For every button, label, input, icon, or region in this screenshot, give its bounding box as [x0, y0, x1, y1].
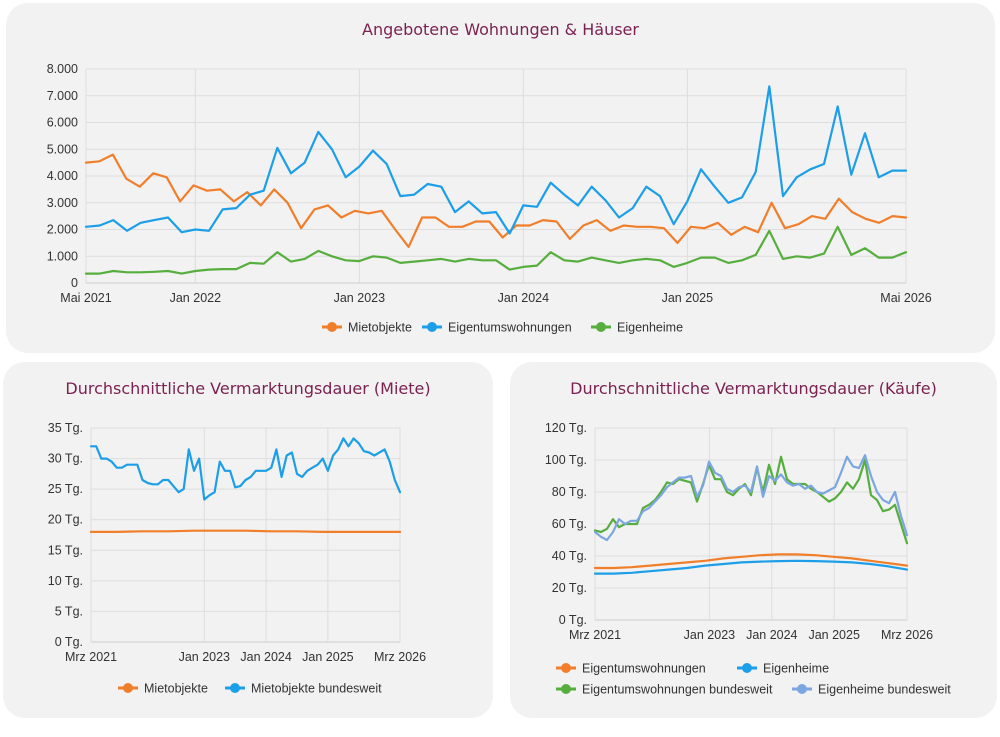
- miete-series-line-1: [89, 529, 402, 533]
- angebotene-chart-title: Angebotene Wohnungen & Häuser: [362, 20, 639, 39]
- angebotene-x-tick-label: Mai 2026: [880, 291, 931, 305]
- kaeufe-legend-item[interactable]: Eigentumswohnungen bundesweit: [556, 683, 773, 697]
- legend-label: Eigentumswohnungen bundesweit: [582, 683, 773, 697]
- angebotene-x-tick-label: Jan 2022: [170, 291, 221, 305]
- legend-label: Mietobjekte: [348, 321, 412, 335]
- legend-label: Eigenheime bundesweit: [818, 683, 951, 697]
- angebotene-y-tick-label: 3.000: [47, 196, 78, 210]
- angebotene-x-tick-label: Mai 2021: [60, 291, 111, 305]
- kaeufe-y-tick-label: 20 Tg.: [552, 581, 587, 595]
- miete-chart-title: Durchschnittliche Vermarktungsdauer (Mie…: [65, 379, 430, 398]
- kaeufe-legend-item[interactable]: Eigentumswohnungen: [556, 662, 706, 676]
- legend-label: Mietobjekte: [144, 682, 208, 696]
- angebotene-x-tick-label: Jan 2025: [662, 291, 713, 305]
- kaeufe-series-line-3: [593, 455, 909, 545]
- chart-vermarktungsdauer-kaeufe: Durchschnittliche Vermarktungsdauer (Käu…: [545, 379, 951, 697]
- miete-y-tick-label: 5 Tg.: [55, 604, 83, 618]
- chart-vermarktungsdauer-miete: Durchschnittliche Vermarktungsdauer (Mie…: [48, 379, 431, 696]
- kaeufe-x-tick-label: Jan 2025: [808, 628, 859, 642]
- miete-y-tick-label: 15 Tg.: [48, 543, 83, 557]
- miete-x-tick-label: Jan 2025: [302, 650, 353, 664]
- legend-swatch-dot: [742, 663, 752, 673]
- angebotene-series-line-1: [84, 153, 908, 248]
- angebotene-y-tick-label: 0: [71, 276, 78, 290]
- angebotene-legend-item[interactable]: Mietobjekte: [322, 321, 412, 335]
- kaeufe-legend-item[interactable]: Eigenheime: [737, 662, 829, 676]
- kaeufe-y-tick-label: 60 Tg.: [552, 517, 587, 531]
- angebotene-x-tick-label: Jan 2024: [498, 291, 549, 305]
- kaeufe-x-tick-label: Jan 2023: [684, 628, 735, 642]
- angebotene-x-tick-label: Jan 2023: [334, 291, 385, 305]
- miete-series-line-2: [89, 437, 402, 501]
- angebotene-y-tick-label: 1.000: [47, 249, 78, 263]
- angebotene-y-tick-label: 6.000: [47, 116, 78, 130]
- legend-swatch-dot: [797, 684, 807, 694]
- kaeufe-series-line-4: [593, 454, 909, 542]
- angebotene-series-line-3: [84, 225, 908, 275]
- miete-x-tick-label: Mrz 2021: [65, 650, 117, 664]
- legend-swatch-dot: [123, 683, 133, 693]
- legend-label: Eigenheime: [617, 321, 683, 335]
- legend-label: Eigentumswohnungen: [448, 321, 572, 335]
- panel-vermarktungsdauer-miete: Durchschnittliche Vermarktungsdauer (Mie…: [3, 362, 493, 718]
- miete-x-tick-label: Jan 2024: [240, 650, 291, 664]
- angebotene-y-tick-label: 2.000: [47, 223, 78, 237]
- legend-swatch-dot: [561, 684, 571, 694]
- kaeufe-series-line-2: [593, 559, 909, 575]
- chart-angebotene: Angebotene Wohnungen & Häuser 0 1.000 2.000…: [47, 20, 932, 335]
- kaeufe-y-tick-label: 100 Tg.: [545, 453, 587, 467]
- miete-y-tick-label: 35 Tg.: [48, 421, 83, 435]
- legend-swatch-dot: [561, 663, 571, 673]
- legend-swatch-dot: [230, 683, 240, 693]
- miete-legend-item[interactable]: Mietobjekte bundesweit: [225, 682, 382, 696]
- panel-angebotene: Angebotene Wohnungen & Häuser 0 1.000 2.000…: [6, 3, 995, 353]
- miete-y-tick-label: 25 Tg.: [48, 482, 83, 496]
- legend-swatch-dot: [327, 322, 337, 332]
- miete-y-tick-label: 30 Tg.: [48, 452, 83, 466]
- angebotene-legend-item[interactable]: Eigenheime: [591, 321, 683, 335]
- kaeufe-y-tick-label: 120 Tg.: [545, 421, 587, 435]
- kaeufe-x-tick-label: Mrz 2021: [569, 628, 621, 642]
- angebotene-y-tick-label: 8.000: [47, 62, 78, 76]
- kaeufe-series-line-1: [593, 553, 909, 570]
- angebotene-y-tick-label: 5.000: [47, 142, 78, 156]
- kaeufe-y-tick-label: 40 Tg.: [552, 549, 587, 563]
- kaeufe-chart-title: Durchschnittliche Vermarktungsdauer (Käu…: [570, 379, 937, 398]
- miete-x-tick-label: Mrz 2026: [374, 650, 426, 664]
- kaeufe-x-tick-label: Jan 2024: [746, 628, 797, 642]
- miete-y-tick-label: 20 Tg.: [48, 513, 83, 527]
- legend-label: Eigenheime: [763, 662, 829, 676]
- legend-swatch-dot: [427, 322, 437, 332]
- legend-label: Eigentumswohnungen: [582, 662, 706, 676]
- angebotene-y-tick-label: 7.000: [47, 89, 78, 103]
- miete-x-tick-label: Jan 2023: [179, 650, 230, 664]
- angebotene-y-tick-label: 4.000: [47, 169, 78, 183]
- panel-vermarktungsdauer-kaeufe: Durchschnittliche Vermarktungsdauer (Käu…: [510, 362, 997, 718]
- kaeufe-legend-item[interactable]: Eigenheime bundesweit: [792, 683, 951, 697]
- angebotene-series-line-2: [84, 85, 908, 235]
- miete-y-tick-label: 10 Tg.: [48, 574, 83, 588]
- miete-y-tick-label: 0 Tg.: [55, 635, 83, 649]
- kaeufe-x-tick-label: Mrz 2026: [881, 628, 933, 642]
- legend-label: Mietobjekte bundesweit: [251, 682, 382, 696]
- kaeufe-y-tick-label: 80 Tg.: [552, 485, 587, 499]
- miete-legend-item[interactable]: Mietobjekte: [118, 682, 208, 696]
- kaeufe-y-tick-label: 0 Tg.: [559, 613, 587, 627]
- angebotene-legend-item[interactable]: Eigentumswohnungen: [422, 321, 572, 335]
- legend-swatch-dot: [596, 322, 606, 332]
